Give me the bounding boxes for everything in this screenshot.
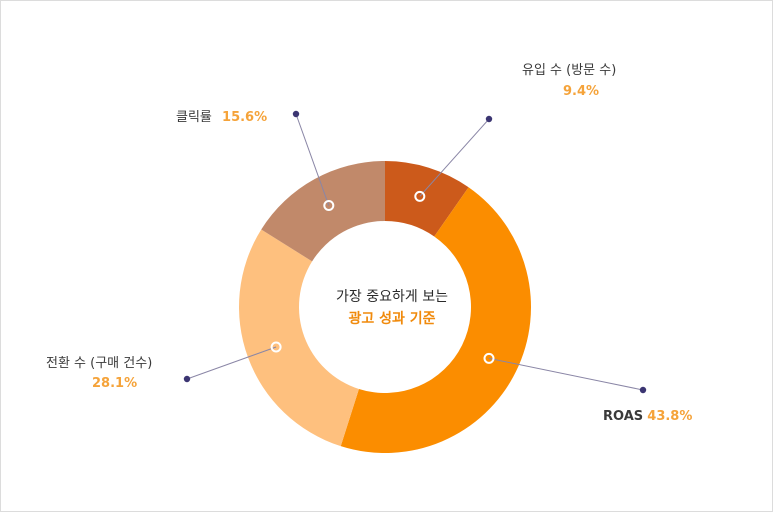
label-conversions-value: 28.1% xyxy=(92,376,138,391)
center-title-line-1: 가장 중요하게 보는 xyxy=(336,289,448,305)
slice-conversions-leader-dot xyxy=(183,375,191,383)
label-visits: 유입 수 (방문 수) xyxy=(522,59,616,78)
label-conversions-value-row: 28.1% xyxy=(92,376,137,391)
center-title-line-2: 광고 성과 기준 xyxy=(348,311,436,327)
label-roas-value: 43.8% xyxy=(647,409,693,424)
label-ctr-value: 15.6% xyxy=(222,110,268,125)
label-roas: ROAS 43.8% xyxy=(603,409,692,424)
slice-ctr-leader-line xyxy=(295,113,330,206)
slice-ctr-marker xyxy=(323,200,335,212)
label-visits-value-row: 9.4% xyxy=(563,84,599,99)
slice-visits-leader-dot xyxy=(485,115,493,123)
label-visits-name: 유입 수 (방문 수) xyxy=(522,63,617,78)
slice-conversions xyxy=(238,229,359,447)
label-ctr: 클릭률 15.6% xyxy=(176,106,267,125)
slice-conversions-leader-line xyxy=(186,346,277,380)
label-conversions: 전환 수 (구매 건수) xyxy=(46,352,152,371)
slice-visits-marker xyxy=(414,190,426,202)
label-conversions-name: 전환 수 (구매 건수) xyxy=(46,356,153,371)
label-ctr-name: 클릭률 xyxy=(176,110,212,125)
slice-roas-leader-line xyxy=(488,357,644,391)
slice-visits-leader-line xyxy=(419,118,490,197)
slice-ctr-leader-dot xyxy=(292,110,300,118)
center-title: 가장 중요하게 보는 광고 성과 기준 xyxy=(307,286,477,330)
slice-ctr xyxy=(261,161,385,262)
slice-roas-leader-dot xyxy=(639,386,647,394)
slice-visits xyxy=(385,161,469,237)
slice-roas xyxy=(340,187,531,454)
slice-roas-marker xyxy=(483,352,495,364)
label-roas-name: ROAS xyxy=(603,409,644,424)
slice-conversions-marker xyxy=(270,341,282,353)
label-visits-value: 9.4% xyxy=(563,84,600,99)
